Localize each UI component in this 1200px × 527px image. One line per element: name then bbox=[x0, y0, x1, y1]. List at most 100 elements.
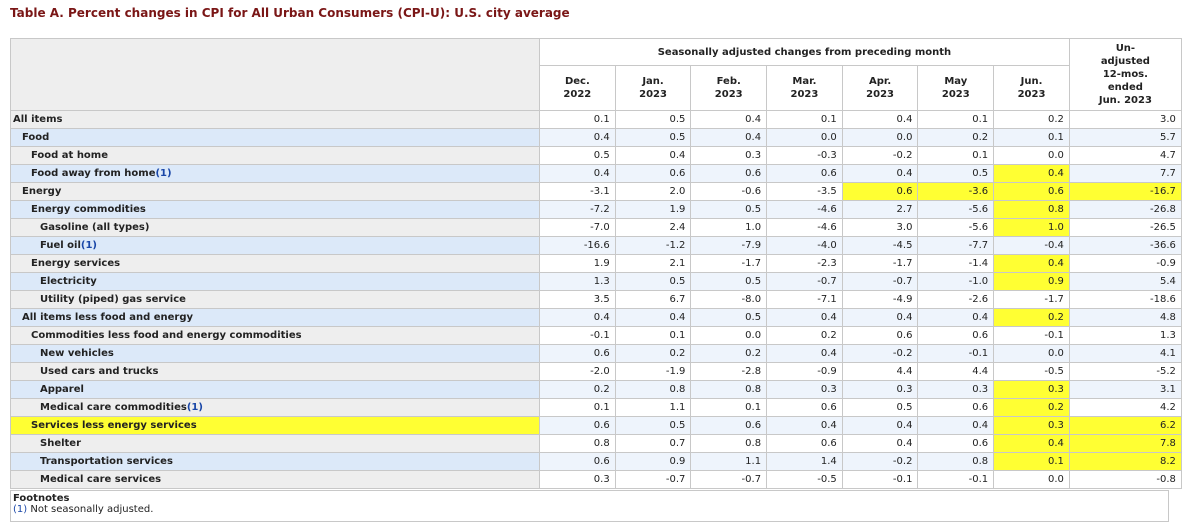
table-row: Food away from home(1) 0.4 0.6 0.6 0.6 0.4 0.5… bbox=[10, 164, 1182, 183]
cell-value: 0.6 bbox=[993, 182, 1070, 201]
cell-value: 0.5 bbox=[690, 272, 768, 291]
column-header: Mar. 2023 bbox=[766, 65, 843, 111]
cell-value: 0.1 bbox=[690, 398, 768, 417]
row-label: Utility (piped) gas service bbox=[10, 290, 540, 309]
cell-value: 0.2 bbox=[539, 380, 616, 399]
cell-value: 0.8 bbox=[690, 434, 768, 453]
footnote-link[interactable]: (1) bbox=[155, 168, 172, 179]
cell-value: 0.4 bbox=[841, 434, 919, 453]
table-row: New vehicles 0.6 0.2 0.2 0.4 -0.2 -0.1 0.0 4.1 bbox=[10, 344, 1182, 363]
table-row: Food 0.4 0.5 0.4 0.0 0.0 0.2 0.1 5.7 bbox=[10, 128, 1182, 147]
table-row: Apparel 0.2 0.8 0.8 0.3 0.3 0.3 0.3 3.1 bbox=[10, 380, 1182, 399]
table-row: Energy -3.1 2.0 -0.6 -3.5 0.6 -3.6 0.6 -16.7 bbox=[10, 182, 1182, 201]
table-header: Seasonally adjusted changes from precedi… bbox=[10, 38, 1182, 111]
column-month: Jan. bbox=[642, 76, 664, 87]
row-label: Shelter bbox=[10, 434, 540, 453]
cell-value: -7.1 bbox=[766, 290, 843, 309]
row-label: Commodities less food and energy commodi… bbox=[10, 326, 540, 345]
cell-value: 4.4 bbox=[917, 362, 995, 381]
cell-value: 0.1 bbox=[539, 398, 616, 417]
cell-value: -2.0 bbox=[539, 362, 616, 381]
table-row: Gasoline (all types) -7.0 2.4 1.0 -4.6 3.0 -5.… bbox=[10, 218, 1182, 237]
row-label-text: All items less food and energy bbox=[22, 312, 194, 323]
table-row: Shelter 0.8 0.7 0.8 0.6 0.4 0.6 0.4 7.8 bbox=[10, 434, 1182, 453]
cell-value: -3.6 bbox=[917, 182, 995, 201]
cell-value: 3.1 bbox=[1068, 380, 1182, 399]
cell-value: 0.4 bbox=[993, 254, 1070, 273]
cell-value: -1.4 bbox=[917, 254, 995, 273]
row-label: Food away from home(1) bbox=[10, 164, 540, 183]
cell-value: 0.1 bbox=[766, 110, 843, 129]
column-year: 2023 bbox=[941, 89, 970, 100]
row-label-text: Shelter bbox=[40, 438, 82, 449]
cell-value: 0.3 bbox=[917, 380, 995, 399]
cell-value: -4.9 bbox=[841, 290, 919, 309]
cell-value: 0.3 bbox=[993, 416, 1070, 435]
table-title: Table A. Percent changes in CPI for All … bbox=[10, 6, 570, 20]
cell-value: 2.0 bbox=[614, 182, 692, 201]
cell-value: 0.1 bbox=[993, 452, 1070, 471]
footnotes: Footnotes (1) Not seasonally adjusted. bbox=[10, 490, 1169, 522]
cell-value: 0.4 bbox=[690, 128, 768, 147]
cell-value: 0.5 bbox=[690, 200, 768, 219]
table-row: Food at home 0.5 0.4 0.3 -0.3 -0.2 0.1 0.0 4.7 bbox=[10, 146, 1182, 165]
cell-value: -7.0 bbox=[539, 218, 616, 237]
cell-value: 0.3 bbox=[993, 380, 1070, 399]
cell-value: 1.1 bbox=[690, 452, 768, 471]
column-year: 2023 bbox=[790, 89, 819, 100]
cell-value: 0.6 bbox=[766, 398, 843, 417]
annual-header-line: Un- bbox=[1115, 43, 1136, 54]
cell-value: 0.8 bbox=[993, 200, 1070, 219]
cell-value: 0.4 bbox=[766, 416, 843, 435]
cell-value: -3.1 bbox=[539, 182, 616, 201]
table-row: Fuel oil(1) -16.6 -1.2 -7.9 -4.0 -4.5 -7.7 -0.4… bbox=[10, 236, 1182, 255]
column-header: Apr. 2023 bbox=[841, 65, 919, 111]
cell-value: -0.5 bbox=[766, 470, 843, 489]
cell-value: 0.4 bbox=[539, 164, 616, 183]
cell-value: 0.2 bbox=[766, 326, 843, 345]
cell-value: 0.4 bbox=[614, 146, 692, 165]
row-label-text: Commodities less food and energy commodi… bbox=[31, 330, 302, 341]
cell-value: -1.7 bbox=[841, 254, 919, 273]
cell-value: -26.8 bbox=[1068, 200, 1182, 219]
cell-value: -1.0 bbox=[917, 272, 995, 291]
cell-value: 2.1 bbox=[614, 254, 692, 273]
cell-value: 0.6 bbox=[841, 182, 919, 201]
row-label-text: Medical care services bbox=[40, 474, 162, 485]
cell-value: 0.6 bbox=[690, 164, 768, 183]
cell-value: -18.6 bbox=[1068, 290, 1182, 309]
cell-value: 0.6 bbox=[614, 164, 692, 183]
cell-value: -0.9 bbox=[766, 362, 843, 381]
cell-value: 0.5 bbox=[614, 416, 692, 435]
cell-value: 1.3 bbox=[1068, 326, 1182, 345]
cell-value: 0.6 bbox=[539, 452, 616, 471]
cell-value: 0.8 bbox=[614, 380, 692, 399]
cell-value: -0.7 bbox=[766, 272, 843, 291]
cell-value: 3.0 bbox=[841, 218, 919, 237]
column-header: Jun. 2023 bbox=[993, 65, 1070, 111]
row-label: Energy commodities bbox=[10, 200, 540, 219]
cell-value: 2.4 bbox=[614, 218, 692, 237]
cell-value: 0.5 bbox=[917, 164, 995, 183]
cell-value: -0.1 bbox=[917, 344, 995, 363]
row-label-text: Energy services bbox=[31, 258, 121, 269]
annual-header-line: ended bbox=[1107, 82, 1143, 93]
cell-value: 0.4 bbox=[690, 110, 768, 129]
cell-value: 0.2 bbox=[917, 128, 995, 147]
table-row: Medical care commodities(1) 0.1 1.1 0.1 0.6 0… bbox=[10, 398, 1182, 417]
row-label: Food at home bbox=[10, 146, 540, 165]
footnote-marker[interactable]: (1) bbox=[13, 504, 28, 515]
row-label: All items bbox=[10, 110, 540, 129]
annual-header-line: 12-mos. bbox=[1102, 69, 1148, 80]
footnote-link[interactable]: (1) bbox=[186, 402, 203, 413]
column-month: Jun. bbox=[1020, 76, 1043, 87]
cell-value: 0.1 bbox=[917, 110, 995, 129]
header-row: Dec. 2022 Jan. 2023 Feb. 2023 Mar. 2023 Apr. 2023… bbox=[11, 65, 1182, 111]
cell-value: 0.5 bbox=[841, 398, 919, 417]
cell-value: 0.4 bbox=[841, 416, 919, 435]
footnote-link[interactable]: (1) bbox=[80, 240, 97, 251]
cell-value: 0.1 bbox=[917, 146, 995, 165]
cell-value: 0.2 bbox=[993, 308, 1070, 327]
cell-value: 1.4 bbox=[766, 452, 843, 471]
cell-value: -1.7 bbox=[993, 290, 1070, 309]
